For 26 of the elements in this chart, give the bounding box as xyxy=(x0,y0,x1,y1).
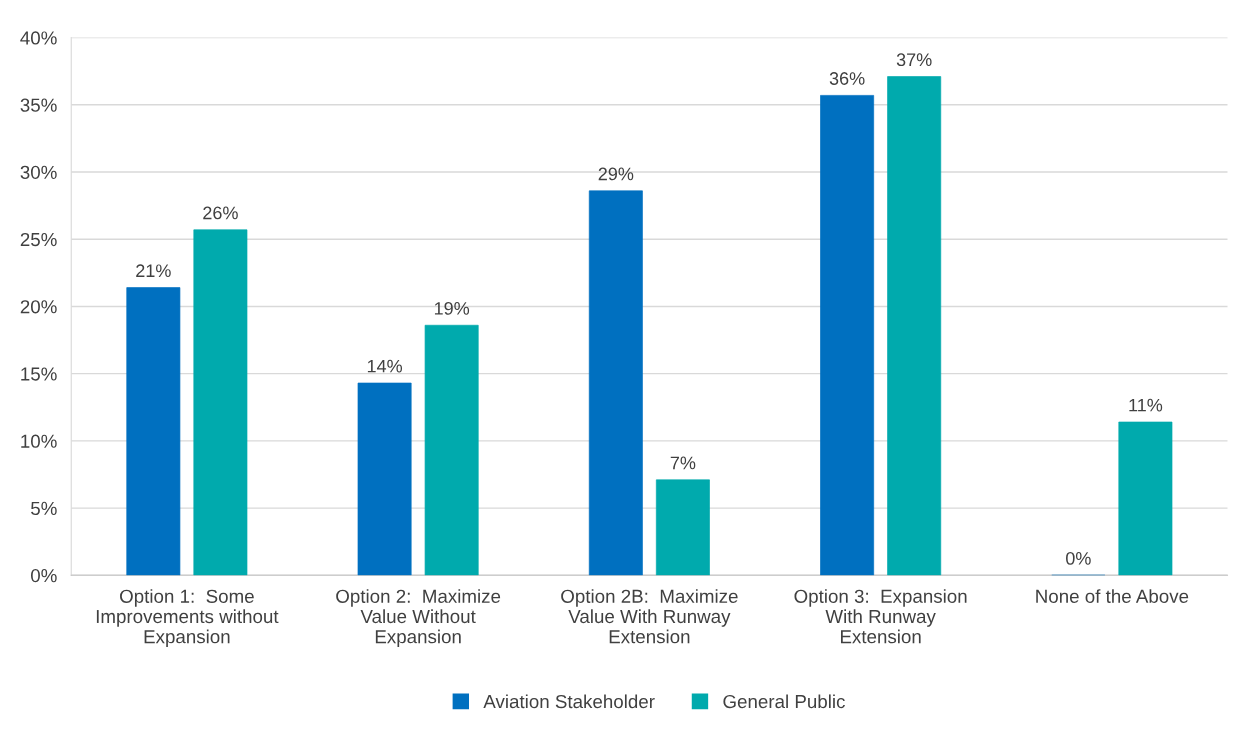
data-label: 11% xyxy=(1129,398,1163,412)
data-label: 7% xyxy=(670,456,696,470)
y-tick-label: 35% xyxy=(20,98,57,112)
data-label: 29% xyxy=(598,167,634,181)
y-tick-label: 10% xyxy=(21,434,57,448)
x-tick-label: None of the Above xyxy=(1036,589,1189,603)
data-label: 26% xyxy=(203,206,238,220)
data-label: 19% xyxy=(434,301,470,315)
data-label: 21% xyxy=(136,264,171,278)
legend-label: Aviation Stakeholder xyxy=(483,694,655,709)
y-tick-label: 25% xyxy=(20,232,57,247)
y-tick-label: 40% xyxy=(20,31,57,45)
data-label: 14% xyxy=(367,359,403,373)
x-tick-label: Option 1: Some Improvements without Expansion xyxy=(96,589,279,648)
data-label: 37% xyxy=(896,53,932,67)
data-label: 36% xyxy=(829,72,865,85)
x-tick-label: Option 2: Maximize Value Without Expansion xyxy=(336,589,501,648)
legend-label: General Public xyxy=(723,694,845,709)
y-tick-label: 30% xyxy=(20,165,57,179)
x-tick-label: Option 2B: Maximize Value With Runway Extension xyxy=(561,589,738,644)
data-label: 0% xyxy=(1066,551,1091,565)
x-tick-label: Option 3: Expansion With Runway Extension xyxy=(794,589,967,644)
y-tick-label: 5% xyxy=(31,501,57,516)
y-tick-label: 20% xyxy=(20,300,57,314)
y-tick-label: 0% xyxy=(30,568,57,583)
y-tick-label: 15% xyxy=(21,367,57,381)
